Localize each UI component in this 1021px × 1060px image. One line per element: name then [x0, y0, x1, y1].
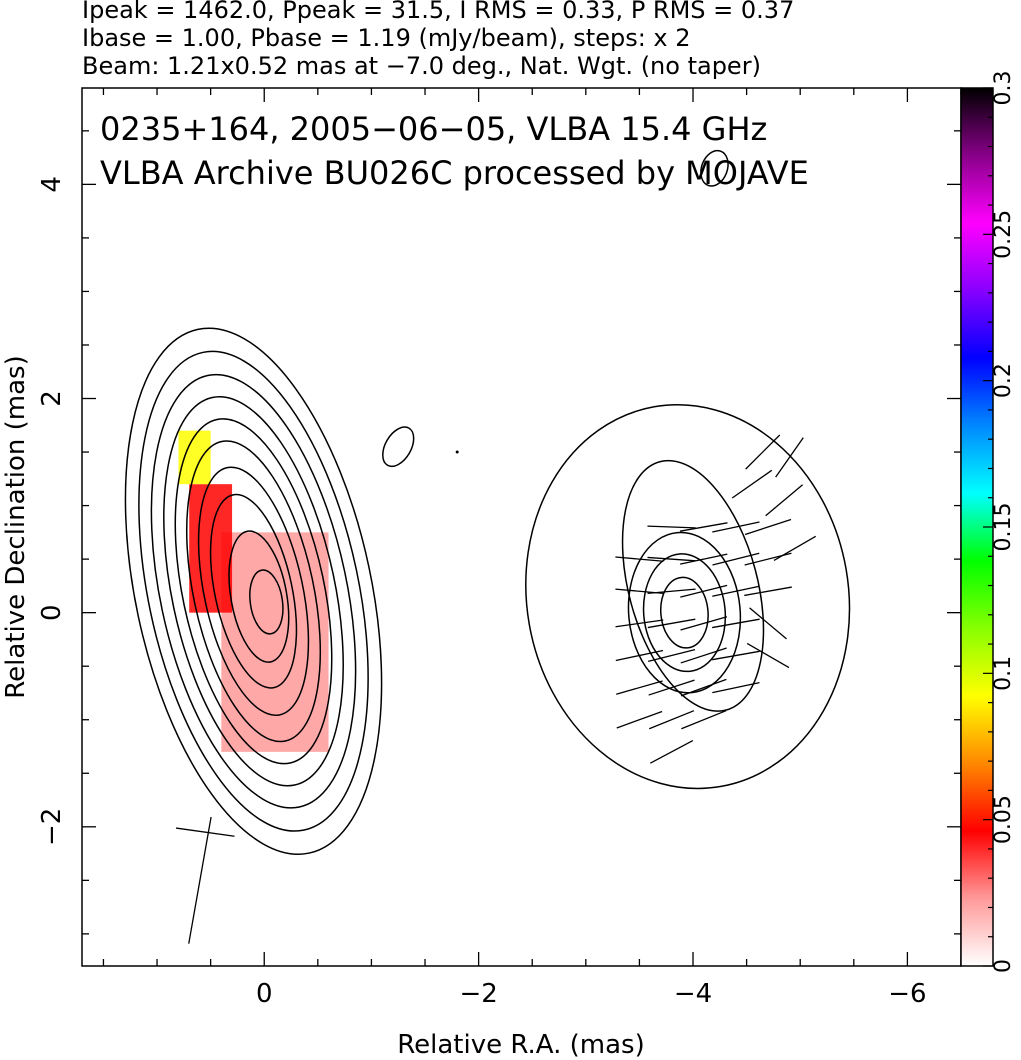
y-tick-label: −2: [37, 808, 67, 846]
evpa-tick: [616, 680, 663, 695]
evpa-tick: [744, 518, 792, 536]
y-tick-label: 2: [37, 390, 67, 407]
evpa-tick: [649, 739, 694, 764]
evpa-tick: [616, 710, 663, 729]
feature-layer: [382, 149, 729, 468]
colorbar-tick-label: 0: [991, 959, 1016, 973]
evpa-tick: [731, 469, 773, 499]
colorbar: [960, 87, 994, 967]
contour-left: [228, 530, 290, 663]
dot-marker: [455, 450, 459, 454]
evpa-tick: [680, 616, 728, 631]
evpa-tick: [712, 650, 760, 661]
polarization-patch: [221, 532, 329, 752]
contour-left: [150, 373, 357, 809]
evpa-tick: [615, 649, 664, 662]
evpa-tick: [615, 556, 664, 562]
evpa-tick: [648, 649, 696, 662]
contour-right: [659, 576, 709, 649]
colorbar-tick-label: 0.3: [991, 71, 1016, 106]
contour-left: [174, 418, 333, 765]
evpa-tick: [647, 618, 696, 629]
evpa-tick: [175, 827, 235, 837]
plot-subtitle: VLBA Archive BU026C processed by MOJAVE: [100, 154, 809, 192]
evpa-tick: [712, 618, 760, 629]
evpa-tick: [648, 679, 695, 696]
header-line-3: Beam: 1.21x0.52 mas at −7.0 deg., Nat. W…: [82, 52, 761, 80]
y-tick-label: 4: [37, 176, 67, 193]
contour-left: [209, 493, 298, 689]
evpa-tick: [647, 525, 696, 529]
evpa-tick: [744, 586, 792, 597]
x-axis-label: Relative R.A. (mas): [397, 1030, 644, 1060]
contour-left: [163, 395, 344, 787]
evpa-tick: [745, 434, 781, 470]
evpa-tick: [615, 619, 664, 628]
evpa-tick: [746, 642, 790, 669]
plot-title: 0235+164, 2005−06−05, VLBA 15.4 GHz: [100, 110, 767, 148]
colorbar-tick-label: 0.15: [991, 503, 1016, 552]
header-line-1: Ipeak = 1462.0, Ppeak = 31.5, I RMS = 0.…: [82, 0, 794, 24]
colorbar-tick-label: 0.05: [991, 795, 1016, 844]
contour-left: [124, 327, 383, 855]
contour-left: [138, 350, 369, 832]
contour-feature: [382, 426, 415, 468]
colorbar-tick-label: 0.2: [991, 363, 1016, 398]
evpa-tick: [647, 588, 696, 594]
tick-layer: [82, 88, 962, 966]
contour-right: [525, 404, 851, 790]
evpa-tick: [679, 522, 728, 532]
y-axis-label: Relative Declination (mas): [1, 355, 31, 698]
evpa-tick: [712, 521, 760, 533]
evpa-tick: [749, 607, 787, 640]
contour-left: [249, 569, 284, 635]
y-tick-label: 0: [37, 604, 67, 621]
x-tick-label: −4: [674, 979, 712, 1009]
polarization-patch: [178, 430, 211, 485]
x-tick-label: 0: [256, 979, 273, 1009]
evpa-tick: [765, 484, 804, 517]
contour-feature: [700, 149, 729, 187]
contour-left: [197, 466, 310, 717]
contour-right: [621, 459, 765, 712]
colorbar-tick-label: 0.25: [991, 210, 1016, 259]
evpa-tick: [680, 647, 727, 664]
contour-left: [185, 440, 322, 743]
evpa-tick: [712, 552, 760, 566]
evpa-tick: [712, 585, 760, 597]
evpa-tick: [680, 584, 728, 598]
evpa-tick: [681, 710, 727, 730]
evpa-tick: [680, 553, 728, 565]
x-tick-label: −6: [888, 979, 926, 1009]
evpa-tick: [712, 681, 760, 694]
evpa-tick: [648, 710, 695, 730]
evpa-tick: [775, 437, 804, 478]
plot-area: 0235+164, 2005−06−05, VLBA 15.4 GHz VLBA…: [81, 87, 962, 967]
evpa-tick: [188, 816, 212, 944]
x-tick-label: −2: [459, 979, 497, 1009]
evpa-tick: [647, 556, 696, 562]
colorbar-ticks: [983, 87, 993, 967]
header-line-2: Ibase = 1.00, Pbase = 1.19 (mJy/beam), s…: [82, 24, 691, 52]
evpa-layer: [175, 434, 817, 944]
colorbar-tick-label: 0.1: [991, 656, 1016, 691]
evpa-tick: [680, 678, 727, 697]
evpa-tick: [773, 535, 817, 562]
contour-right: [642, 553, 727, 673]
